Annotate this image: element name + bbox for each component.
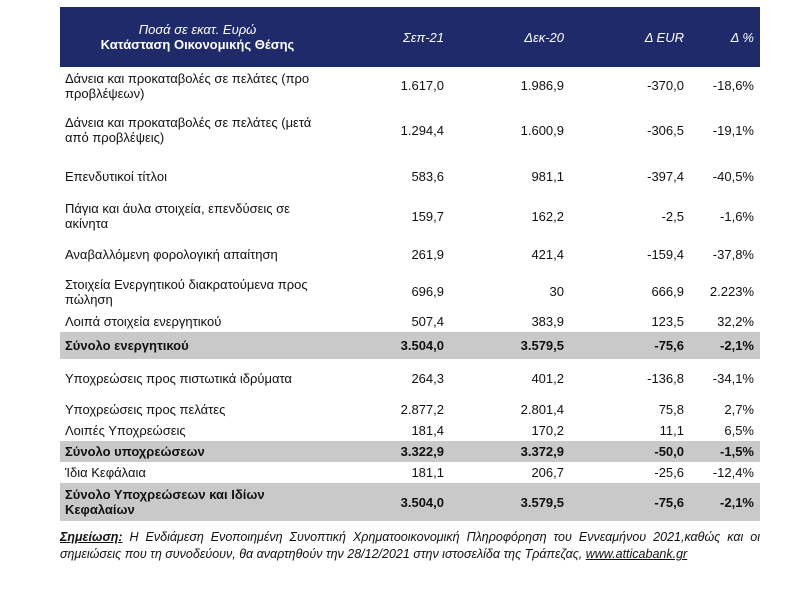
value-delta-eur: -397,4 bbox=[647, 168, 684, 184]
value-delta-eur: 11,1 bbox=[659, 423, 684, 438]
value-delta-eur: -50,0 bbox=[570, 441, 690, 462]
value-delta-pct: 32,2% bbox=[717, 313, 754, 329]
value-sep21: 583,6 bbox=[411, 168, 444, 184]
value-dec20: 170,2 bbox=[531, 423, 564, 438]
footnote: Σημείωση: Η Ενδιάμεση Ενοποιημένη Συνοπτ… bbox=[60, 529, 760, 563]
value-sep21: 159,7 bbox=[411, 208, 444, 224]
value-sep21: 181,4 bbox=[411, 423, 444, 438]
value-delta-pct: -12,4% bbox=[712, 465, 754, 480]
table-row: Υποχρεώσεις προς πελάτες 2.877,2 2.801,4 75… bbox=[60, 398, 760, 420]
value-delta-pct: 6,5% bbox=[724, 423, 754, 438]
value-sep21: 264,3 bbox=[411, 371, 444, 386]
row-label: Επενδυτικοί τίτλοι bbox=[65, 168, 167, 184]
value-dec20: 1.600,9 bbox=[520, 122, 564, 138]
value-delta-eur: -25,6 bbox=[654, 465, 684, 480]
table-row: Πάγια και άυλα στοιχεία, επενδύσεις σε α… bbox=[60, 196, 760, 236]
units-label: Ποσά σε εκατ. Ευρώ bbox=[138, 21, 257, 37]
value-delta-pct: 2.223% bbox=[709, 284, 754, 299]
table-row: Αναβαλλόμενη φορολογική απαίτηση 261,9 421… bbox=[60, 236, 760, 273]
value-delta-pct: -1,6% bbox=[720, 208, 754, 224]
row-label: Πάγια και άυλα στοιχεία, επενδύσεις σε α… bbox=[65, 201, 290, 231]
value-delta-pct: -19,1% bbox=[712, 122, 754, 138]
value-delta-pct: -18,6% bbox=[712, 78, 754, 93]
table-row: Στοιχεία Ενεργητικού διακρατούμενα προς … bbox=[60, 273, 760, 310]
value-dec20: 383,9 bbox=[531, 313, 564, 329]
value-delta-pct: -34,1% bbox=[712, 371, 754, 386]
row-label: Στοιχεία Ενεργητικού διακρατούμενα προς … bbox=[65, 276, 308, 307]
value-sep21: 3.504,0 bbox=[335, 332, 450, 359]
financial-table-container: Ποσά σε εκατ. Ευρώ Κατάσταση Οικονομικής… bbox=[60, 7, 760, 521]
total-row: Σύνολο ενεργητικού 3.504,0 3.579,5 -75,6 -2,… bbox=[60, 332, 760, 359]
table-header-row: Ποσά σε εκατ. Ευρώ Κατάσταση Οικονομικής… bbox=[60, 7, 760, 67]
total-row: Σύνολο Υποχρεώσεων και Ιδίων Κεφαλαίων 3.… bbox=[60, 483, 760, 521]
value-delta-eur: 123,5 bbox=[651, 313, 684, 329]
column-header-sep21: Σεπ-21 bbox=[402, 29, 444, 45]
table-row: Υποχρεώσεις προς πιστωτικά ιδρύματα 264,3… bbox=[60, 359, 760, 398]
row-label: Υποχρεώσεις προς πελάτες bbox=[65, 401, 226, 417]
row-label: Δάνεια και προκαταβολές σε πελάτες (μετά… bbox=[65, 115, 312, 145]
value-delta-pct: -2,1% bbox=[690, 483, 760, 521]
value-delta-pct: -37,8% bbox=[712, 247, 754, 262]
value-dec20: 2.801,4 bbox=[520, 401, 564, 417]
row-label: Σύνολο ενεργητικού bbox=[60, 332, 335, 359]
value-sep21: 1.294,4 bbox=[400, 122, 444, 138]
value-delta-eur: 75,8 bbox=[658, 401, 684, 417]
row-label: Σύνολο υποχρεώσεων bbox=[60, 441, 335, 462]
table-row: Δάνεια και προκαταβολές σε πελάτες (μετά… bbox=[60, 104, 760, 156]
table-body: Δάνεια και προκαταβολές σε πελάτες (προ … bbox=[60, 67, 760, 521]
value-delta-eur: 666,9 bbox=[651, 284, 684, 299]
value-sep21: 181,1 bbox=[411, 465, 444, 480]
value-delta-eur: -75,6 bbox=[570, 483, 690, 521]
value-sep21: 3.322,9 bbox=[335, 441, 450, 462]
value-delta-eur: -370,0 bbox=[647, 78, 684, 93]
table-row: Ίδια Κεφάλαια 181,1 206,7 -25,6 -12,4% bbox=[60, 462, 760, 483]
row-label: Σύνολο Υποχρεώσεων και Ιδίων Κεφαλαίων bbox=[60, 483, 335, 521]
footnote-label: Σημείωση: bbox=[60, 530, 123, 544]
footnote-text: Η Ενδιάμεση Ενοποιημένη Συνοπτική Χρηματ… bbox=[60, 530, 760, 561]
value-sep21: 1.617,0 bbox=[400, 78, 444, 93]
row-label: Δάνεια και προκαταβολές σε πελάτες (προ … bbox=[65, 70, 310, 101]
value-delta-eur: -306,5 bbox=[647, 122, 684, 138]
value-delta-pct: 2,7% bbox=[724, 401, 754, 417]
value-sep21: 696,9 bbox=[411, 284, 444, 299]
row-label: Υποχρεώσεις προς πιστωτικά ιδρύματα bbox=[65, 371, 292, 386]
value-sep21: 2.877,2 bbox=[400, 401, 444, 417]
value-delta-eur: -159,4 bbox=[647, 247, 684, 262]
value-dec20: 3.579,5 bbox=[450, 332, 570, 359]
table-row: Επενδυτικοί τίτλοι 583,6 981,1 -397,4 -40,5% bbox=[60, 156, 760, 196]
value-delta-eur: -2,5 bbox=[661, 208, 684, 224]
row-label: Ίδια Κεφάλαια bbox=[65, 465, 146, 480]
value-delta-pct: -2,1% bbox=[690, 332, 760, 359]
value-dec20: 30 bbox=[549, 284, 564, 299]
column-header-delta-eur: Δ EUR bbox=[644, 29, 684, 45]
bank-website-link[interactable]: www.atticabank.gr bbox=[585, 547, 688, 561]
value-dec20: 3.372,9 bbox=[450, 441, 570, 462]
column-header-dec20: Δεκ-20 bbox=[524, 29, 564, 45]
value-dec20: 162,2 bbox=[531, 208, 564, 224]
value-delta-eur: -75,6 bbox=[570, 332, 690, 359]
value-sep21: 3.504,0 bbox=[335, 483, 450, 521]
table-row: Λοιπές Υποχρεώσεις 181,4 170,2 11,1 6,5% bbox=[60, 420, 760, 441]
value-dec20: 1.986,9 bbox=[520, 78, 564, 93]
value-delta-pct: -1,5% bbox=[690, 441, 760, 462]
header-label-cell: Ποσά σε εκατ. Ευρώ Κατάσταση Οικονομικής… bbox=[60, 7, 335, 67]
value-sep21: 507,4 bbox=[411, 313, 444, 329]
value-dec20: 206,7 bbox=[531, 465, 564, 480]
column-header-delta-pct: Δ % bbox=[730, 29, 754, 45]
value-dec20: 401,2 bbox=[531, 371, 564, 386]
row-label: Λοιπά στοιχεία ενεργητικού bbox=[65, 313, 222, 329]
financial-position-table: Ποσά σε εκατ. Ευρώ Κατάσταση Οικονομικής… bbox=[60, 7, 760, 521]
value-dec20: 421,4 bbox=[531, 247, 564, 262]
total-row: Σύνολο υποχρεώσεων 3.322,9 3.372,9 -50,0 -1,… bbox=[60, 441, 760, 462]
table-row: Λοιπά στοιχεία ενεργητικού 507,4 383,9 123,… bbox=[60, 310, 760, 332]
row-label: Λοιπές Υποχρεώσεις bbox=[65, 423, 186, 438]
value-dec20: 981,1 bbox=[531, 168, 564, 184]
value-delta-pct: -40,5% bbox=[712, 168, 754, 184]
table-title: Κατάσταση Οικονομικής Θέσης bbox=[100, 36, 295, 52]
value-sep21: 261,9 bbox=[411, 247, 444, 262]
row-label: Αναβαλλόμενη φορολογική απαίτηση bbox=[65, 247, 278, 262]
table-row: Δάνεια και προκαταβολές σε πελάτες (προ … bbox=[60, 67, 760, 104]
value-delta-eur: -136,8 bbox=[647, 371, 684, 386]
value-dec20: 3.579,5 bbox=[450, 483, 570, 521]
